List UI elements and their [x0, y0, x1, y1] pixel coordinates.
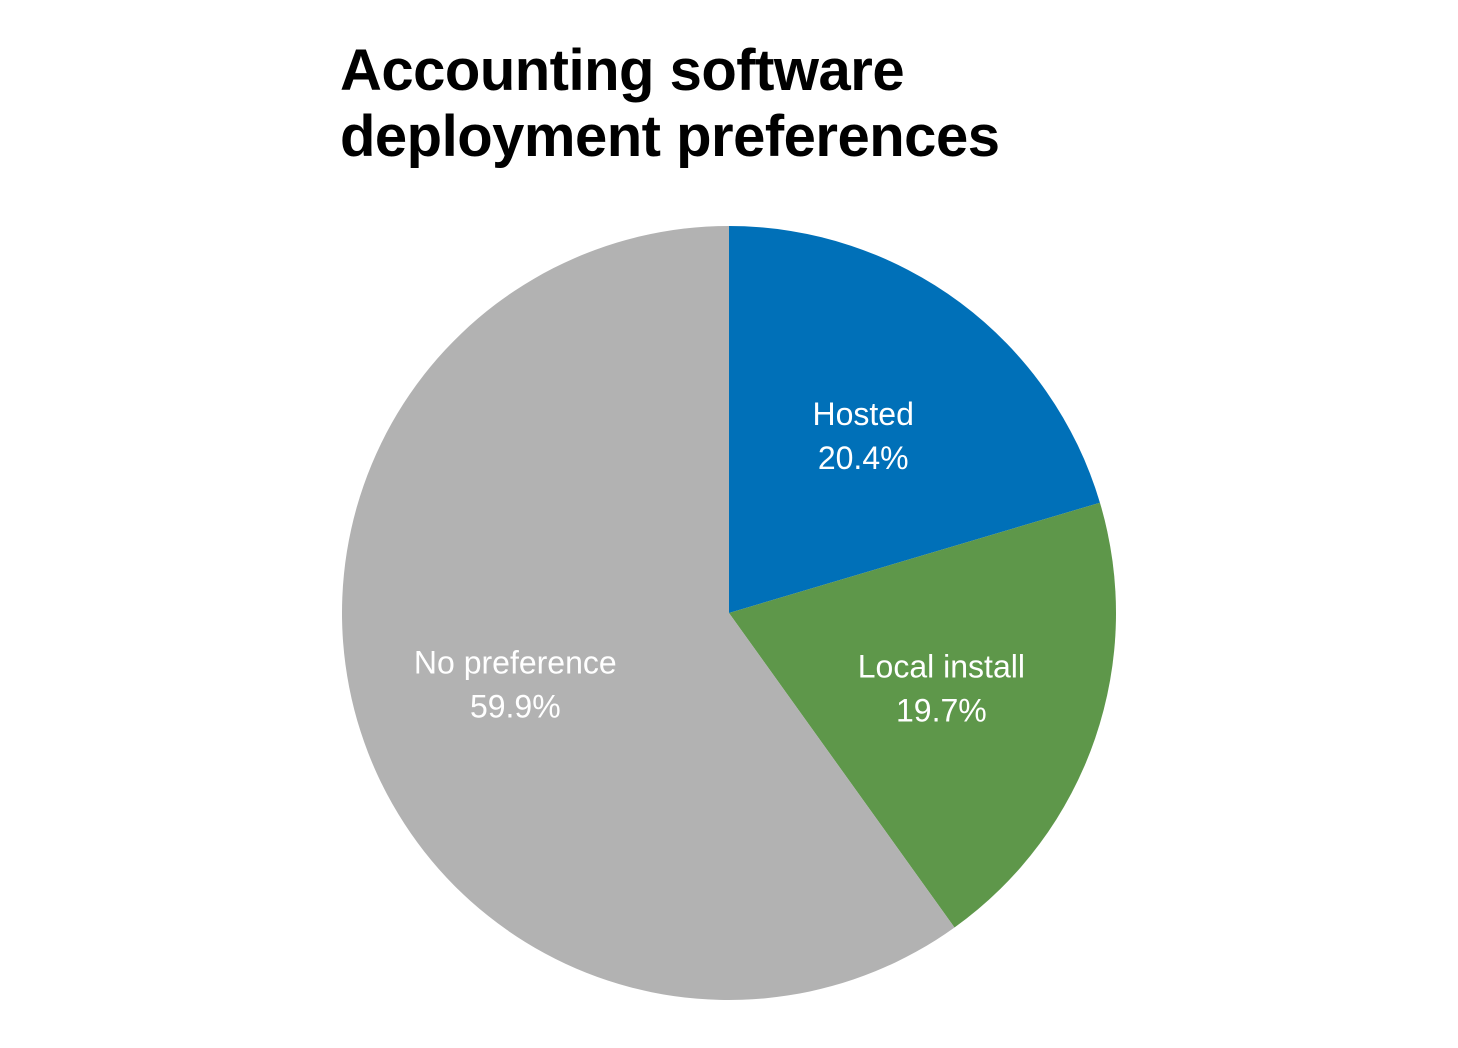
slice-label-hosted: Hosted — [813, 396, 914, 432]
pie-slice-no-preference — [341, 226, 955, 1000]
chart-title-line-1: Accounting software — [340, 38, 905, 103]
chart-title-line-2: deployment preferences — [340, 104, 1000, 169]
slice-label-no-preference: No preference — [414, 645, 617, 681]
slice-value-no-preference: 59.9% — [470, 689, 561, 725]
slice-value-hosted: 20.4% — [818, 440, 909, 476]
slice-value-local-install: 19.7% — [896, 693, 987, 729]
pie-slice-local-install — [729, 502, 1116, 928]
pie-slice-hosted — [729, 226, 1100, 613]
chart-title: Accounting software deployment preferenc… — [340, 38, 1000, 170]
slice-label-local-install: Local install — [858, 649, 1025, 685]
